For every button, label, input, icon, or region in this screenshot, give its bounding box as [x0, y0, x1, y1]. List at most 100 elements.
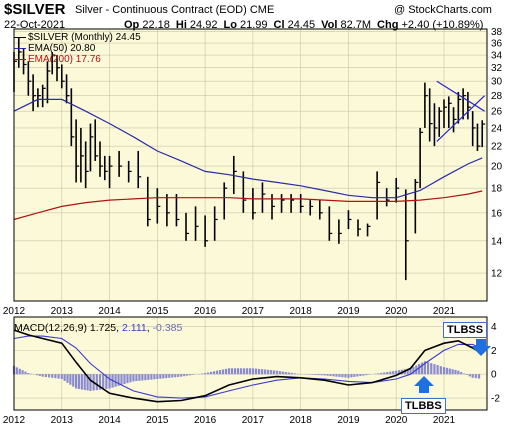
exchange-text: CME [249, 4, 275, 16]
histogram-bar [15, 367, 18, 375]
price-y-tick: 32 [491, 63, 503, 74]
price-bar [204, 215, 209, 247]
histogram-bar [323, 374, 326, 376]
price-y-tick: 12 [491, 269, 503, 280]
histogram-bar [120, 374, 123, 385]
price-bar [395, 177, 400, 203]
histogram-bar [397, 370, 401, 375]
price-y-tick: 20 [491, 162, 503, 173]
histogram-bar [430, 363, 433, 375]
legend-price-text: $SILVER (Monthly) 24.45 [28, 32, 141, 43]
histogram-bar [201, 373, 204, 375]
histogram-bar [477, 374, 481, 379]
histogram-bar [412, 366, 415, 375]
trendline [436, 80, 485, 112]
histogram-bar [57, 374, 60, 379]
macd-legend: MACD(12,26,9) 1.725, 2.111, -0.385 [14, 322, 183, 334]
price-bar [271, 194, 275, 220]
price-bar [428, 88, 433, 142]
histogram-bar [227, 368, 231, 375]
price-bar [438, 107, 443, 137]
histogram-bar [426, 362, 430, 375]
price-bar [103, 155, 108, 181]
ema50-line [13, 98, 483, 199]
histogram-bar [418, 363, 421, 375]
histogram-bar [423, 361, 426, 375]
price-bar [366, 223, 371, 237]
histogram-bar [51, 374, 54, 378]
price-bar [22, 48, 27, 75]
histogram-bar [284, 371, 287, 375]
price-bar [452, 107, 457, 133]
macd-x-tick: 2014 [98, 415, 121, 426]
histogram-bar [18, 368, 21, 375]
histogram-bar [209, 371, 213, 375]
price-bar [17, 37, 22, 68]
histogram-bar [204, 373, 207, 375]
histogram-bar [162, 374, 165, 379]
price-y-tick: 30 [491, 77, 503, 88]
histogram-bar [63, 374, 66, 381]
price-bar [41, 84, 46, 108]
histogram-bar [86, 374, 89, 391]
price-x-tick: 2015 [146, 306, 169, 317]
price-panel-background [14, 29, 487, 301]
trendline [436, 95, 486, 142]
price-bar [32, 74, 37, 112]
ohlc-item-cl: Cl 24.45 [274, 19, 316, 31]
histogram-bar [445, 367, 448, 375]
price-bar [462, 88, 467, 120]
histogram-bar [474, 374, 477, 379]
ema200-line [13, 190, 483, 221]
histogram-bar [47, 374, 51, 378]
price-y-tick: 14 [491, 236, 503, 247]
price-bar [194, 206, 199, 241]
ohlc-label: Vol [321, 19, 338, 31]
price-y-tick: 26 [491, 107, 503, 118]
histogram-bar [344, 374, 347, 378]
price-bar [328, 206, 333, 241]
histogram-bar [117, 374, 120, 386]
histogram-bar [192, 374, 195, 375]
price-bar [433, 103, 438, 147]
histogram-bar [21, 370, 24, 375]
price-bar [137, 150, 142, 189]
legend-ema50: EMA(50) 20.80 [14, 43, 95, 54]
macd-legend-signal: 2.111 [122, 322, 147, 334]
macd-panel-background [14, 317, 487, 410]
histogram-bar [457, 370, 460, 375]
histogram-bar [189, 374, 192, 376]
annotation-arrows [414, 339, 491, 393]
ohlc-value: 24.45 [284, 19, 316, 31]
price-bar [447, 96, 452, 128]
histogram-bar [60, 374, 63, 379]
macd-x-tick: 2017 [242, 415, 265, 426]
price-bar [99, 141, 103, 177]
price-y-tick: 18 [491, 184, 503, 195]
ohlc-item-op: Op 22.18 [124, 19, 170, 31]
legend-ema200-text: EMA(200) 17.76 [28, 54, 101, 65]
histogram-bar [439, 366, 442, 375]
histogram-bar [465, 374, 469, 375]
histogram-bar [89, 374, 92, 391]
price-bar [80, 127, 84, 183]
ohlc-label: Op [124, 19, 140, 31]
price-bar [27, 61, 32, 96]
histogram-bar [290, 372, 293, 375]
histogram-bar [442, 367, 446, 375]
histogram-bar [24, 371, 27, 375]
ohlc-value: 21.99 [236, 19, 268, 31]
histogram-bar [260, 369, 263, 375]
macd-y-tick: 2 [491, 346, 497, 357]
price-bar [347, 210, 352, 230]
histogram-bar [365, 374, 368, 376]
price-bar [175, 194, 180, 227]
tlbss-label: TLBSS [443, 322, 488, 338]
price-bar [252, 188, 256, 220]
histogram-bar [114, 374, 117, 387]
histogram-bar [150, 374, 153, 380]
price-bar [261, 182, 266, 213]
histogram-bar [409, 368, 412, 375]
macd-line [13, 329, 483, 403]
